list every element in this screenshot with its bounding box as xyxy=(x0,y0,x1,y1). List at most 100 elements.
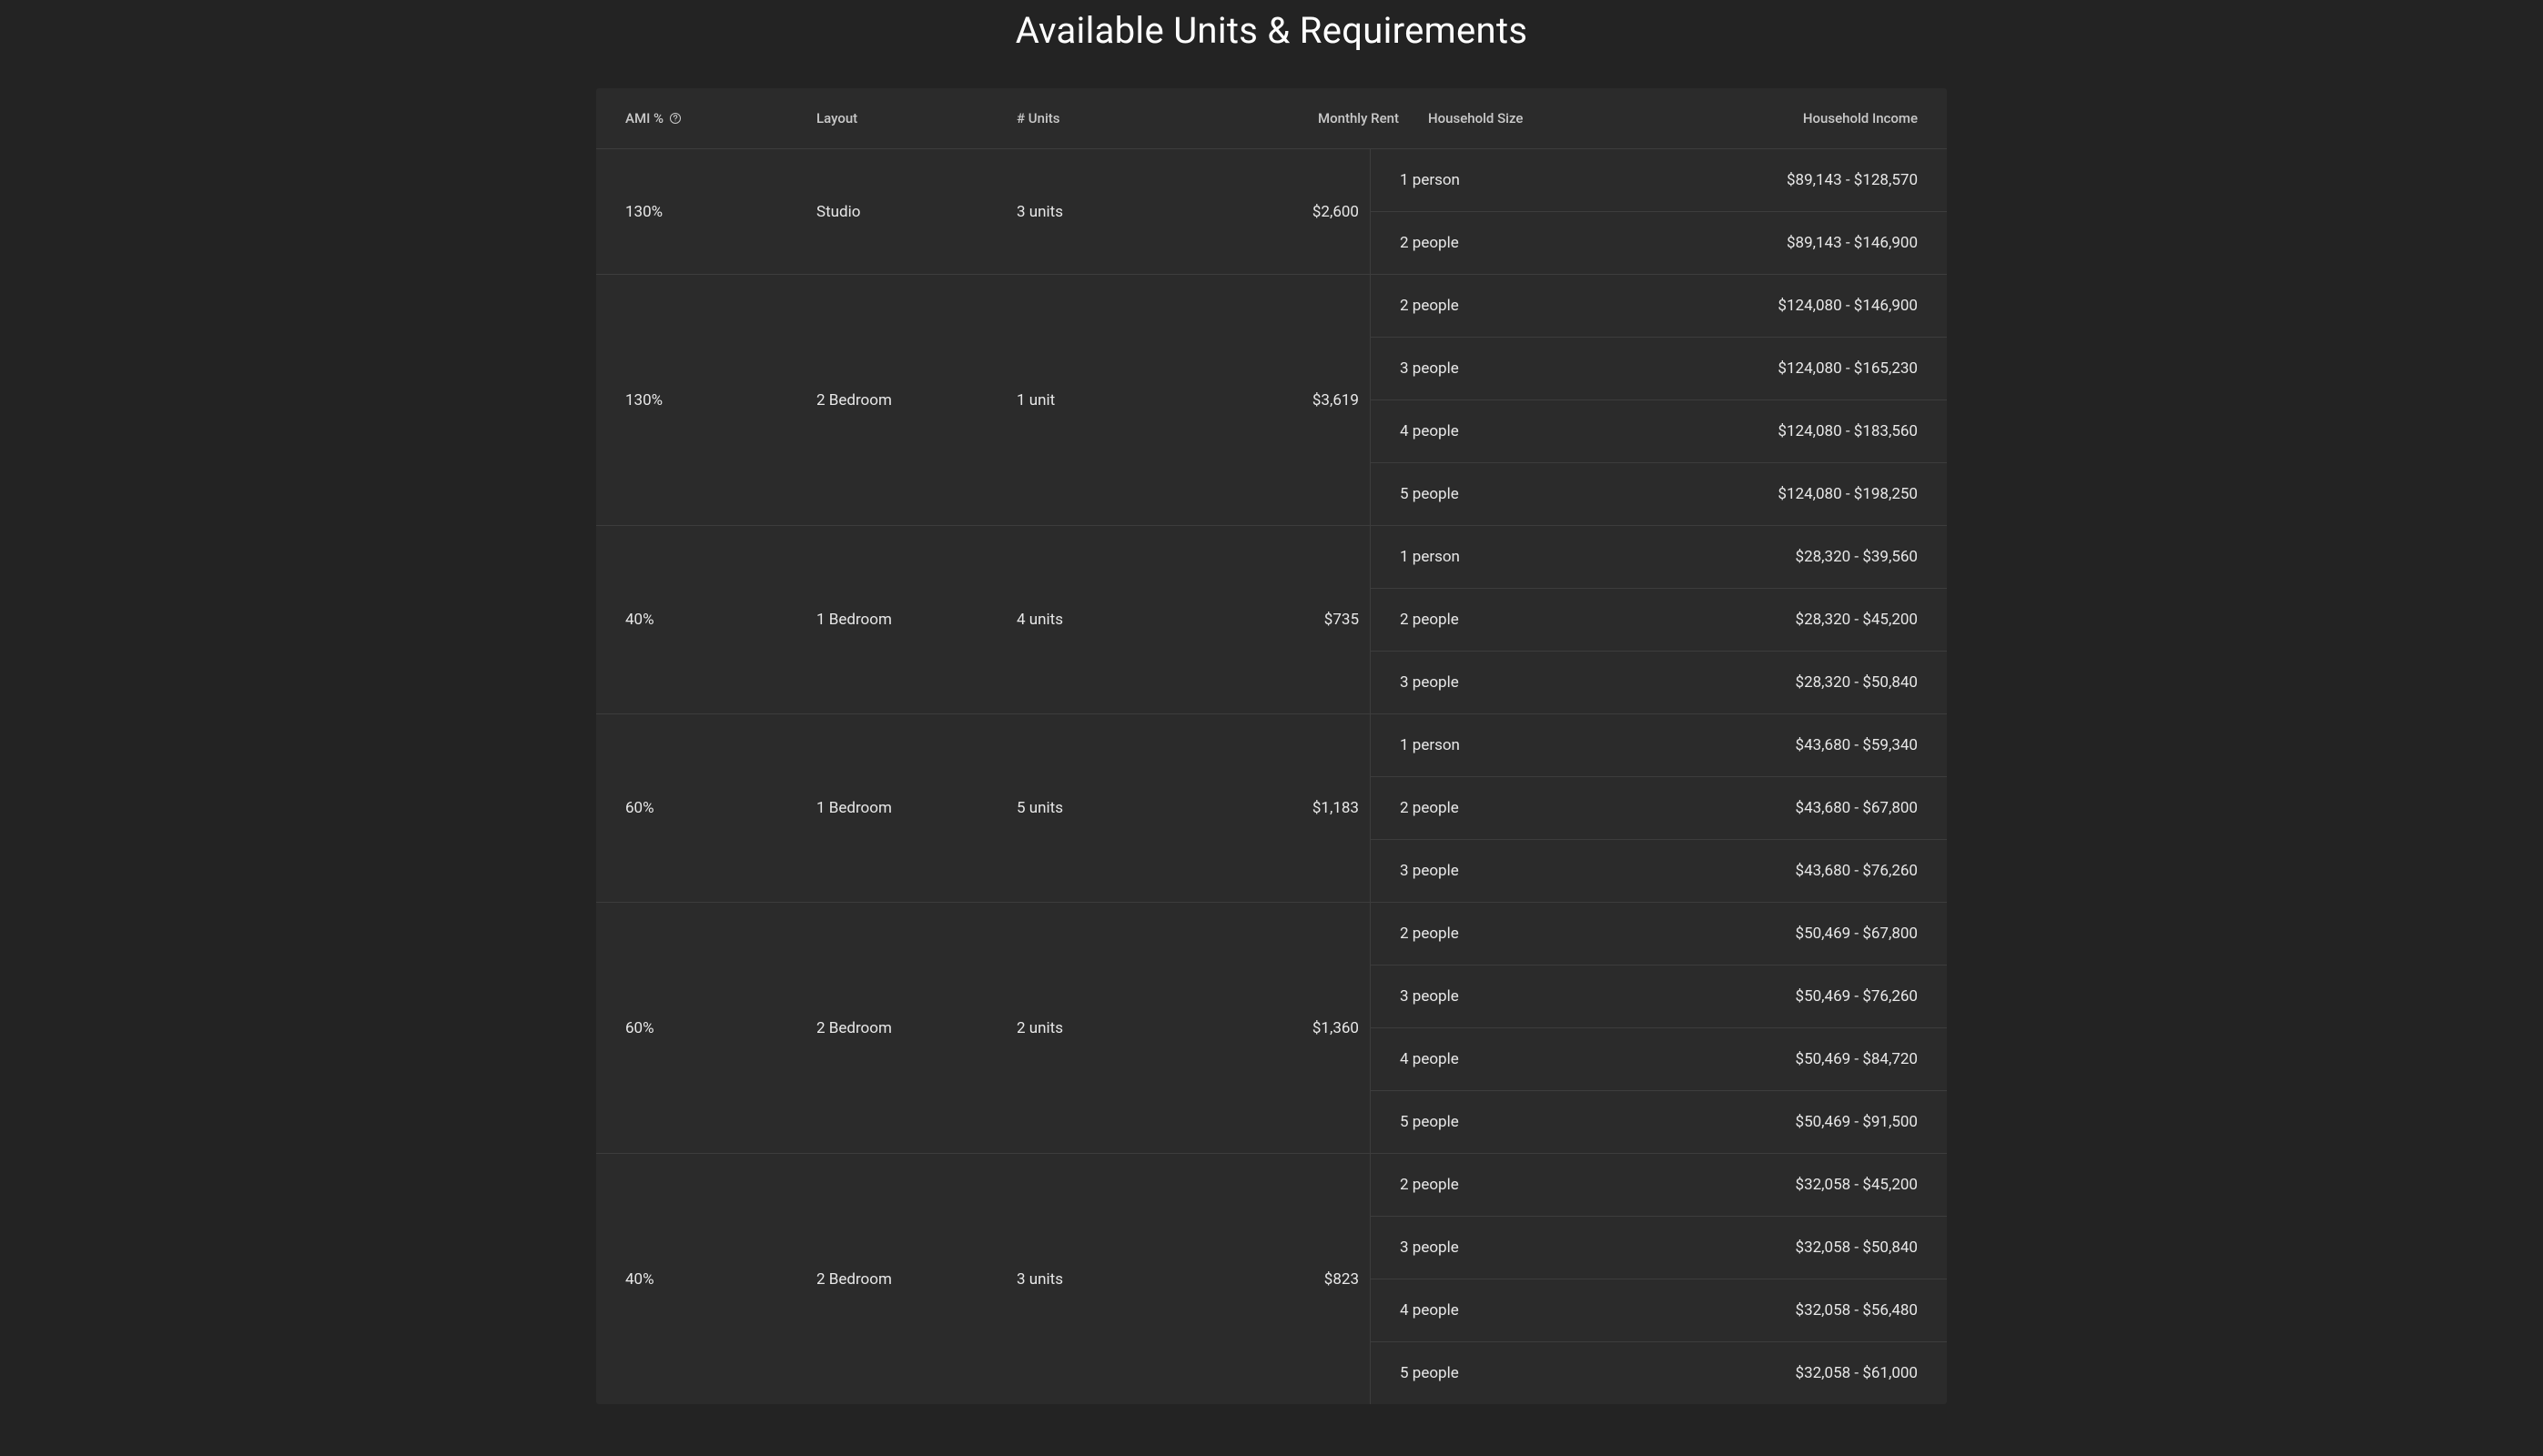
household-row: 2 people$43,680 - $67,800 xyxy=(1371,777,1947,840)
col-header-units: # Units xyxy=(1017,110,1226,126)
household-income: $50,469 - $76,260 xyxy=(1659,987,1919,1006)
household-income: $50,469 - $67,800 xyxy=(1659,925,1919,943)
table-body: 130%Studio3 units$2,6001 person$89,143 -… xyxy=(596,149,1947,1404)
household-income: $50,469 - $91,500 xyxy=(1659,1113,1919,1131)
household-row: 4 people$50,469 - $84,720 xyxy=(1371,1028,1947,1091)
cell-rent: $735 xyxy=(1197,526,1370,713)
household-size: 5 people xyxy=(1400,1364,1659,1382)
col-header-household-income: Household Income xyxy=(1673,110,1918,126)
col-header-ami-label: AMI % xyxy=(625,110,664,126)
help-icon[interactable] xyxy=(669,112,682,125)
household-income: $43,680 - $59,340 xyxy=(1659,736,1919,754)
cell-layout: 1 Bedroom xyxy=(787,714,988,902)
cell-ami: 60% xyxy=(596,903,787,1153)
household-size: 2 people xyxy=(1400,611,1659,629)
cell-rent: $1,183 xyxy=(1197,714,1370,902)
household-size: 2 people xyxy=(1400,799,1659,817)
col-header-rent: Monthly Rent xyxy=(1226,110,1399,126)
table-row: 130%Studio3 units$2,6001 person$89,143 -… xyxy=(596,149,1947,275)
cell-units: 2 units xyxy=(988,903,1197,1153)
col-header-household-size: Household Size xyxy=(1428,110,1673,126)
household-income: $28,320 - $50,840 xyxy=(1659,673,1919,692)
household-row: 3 people$32,058 - $50,840 xyxy=(1371,1217,1947,1279)
household-income: $89,143 - $128,570 xyxy=(1659,171,1919,189)
household-income: $32,058 - $61,000 xyxy=(1659,1364,1919,1382)
household-income: $124,080 - $165,230 xyxy=(1659,359,1919,378)
household-row: 1 person$89,143 - $128,570 xyxy=(1371,149,1947,212)
household-income: $124,080 - $146,900 xyxy=(1659,297,1919,315)
household-income: $32,058 - $45,200 xyxy=(1659,1176,1919,1194)
cell-units: 3 units xyxy=(988,149,1197,274)
cell-layout: Studio xyxy=(787,149,988,274)
household-income: $124,080 - $198,250 xyxy=(1659,485,1919,503)
household-row: 5 people$32,058 - $61,000 xyxy=(1371,1342,1947,1404)
cell-rent: $1,360 xyxy=(1197,903,1370,1153)
table-row: 60%1 Bedroom5 units$1,1831 person$43,680… xyxy=(596,714,1947,903)
household-row: 5 people$50,469 - $91,500 xyxy=(1371,1091,1947,1153)
household-size: 3 people xyxy=(1400,987,1659,1006)
cell-ami: 60% xyxy=(596,714,787,902)
household-size: 2 people xyxy=(1400,1176,1659,1194)
cell-ami: 130% xyxy=(596,275,787,525)
household-subtable: 2 people$32,058 - $45,2003 people$32,058… xyxy=(1370,1154,1947,1404)
cell-rent: $3,619 xyxy=(1197,275,1370,525)
household-subtable: 2 people$124,080 - $146,9003 people$124,… xyxy=(1370,275,1947,525)
household-subtable: 1 person$43,680 - $59,3402 people$43,680… xyxy=(1370,714,1947,902)
household-row: 1 person$28,320 - $39,560 xyxy=(1371,526,1947,589)
cell-layout: 2 Bedroom xyxy=(787,1154,988,1404)
household-row: 2 people$50,469 - $67,800 xyxy=(1371,903,1947,966)
household-size: 1 person xyxy=(1400,171,1659,189)
table-row: 40%2 Bedroom3 units$8232 people$32,058 -… xyxy=(596,1154,1947,1404)
household-size: 4 people xyxy=(1400,1301,1659,1320)
household-row: 2 people$124,080 - $146,900 xyxy=(1371,275,1947,338)
household-size: 5 people xyxy=(1400,1113,1659,1131)
household-row: 3 people$28,320 - $50,840 xyxy=(1371,652,1947,713)
cell-ami: 130% xyxy=(596,149,787,274)
household-row: 3 people$43,680 - $76,260 xyxy=(1371,840,1947,902)
household-size: 4 people xyxy=(1400,1050,1659,1068)
cell-layout: 1 Bedroom xyxy=(787,526,988,713)
household-row: 4 people$32,058 - $56,480 xyxy=(1371,1279,1947,1342)
household-size: 4 people xyxy=(1400,422,1659,440)
household-row: 3 people$124,080 - $165,230 xyxy=(1371,338,1947,400)
household-subtable: 2 people$50,469 - $67,8003 people$50,469… xyxy=(1370,903,1947,1153)
cell-rent: $823 xyxy=(1197,1154,1370,1404)
household-income: $43,680 - $76,260 xyxy=(1659,862,1919,880)
cell-layout: 2 Bedroom xyxy=(787,275,988,525)
household-income: $89,143 - $146,900 xyxy=(1659,234,1919,252)
table-row: 40%1 Bedroom4 units$7351 person$28,320 -… xyxy=(596,526,1947,714)
cell-units: 5 units xyxy=(988,714,1197,902)
units-table: AMI % Layout # Units Monthly Rent Househ… xyxy=(596,88,1947,1404)
household-row: 1 person$43,680 - $59,340 xyxy=(1371,714,1947,777)
household-size: 2 people xyxy=(1400,297,1659,315)
household-size: 3 people xyxy=(1400,1239,1659,1257)
household-row: 4 people$124,080 - $183,560 xyxy=(1371,400,1947,463)
cell-ami: 40% xyxy=(596,526,787,713)
household-size: 1 person xyxy=(1400,736,1659,754)
household-row: 2 people$32,058 - $45,200 xyxy=(1371,1154,1947,1217)
household-row: 5 people$124,080 - $198,250 xyxy=(1371,463,1947,525)
household-size: 5 people xyxy=(1400,485,1659,503)
household-subtable: 1 person$28,320 - $39,5602 people$28,320… xyxy=(1370,526,1947,713)
table-row: 60%2 Bedroom2 units$1,3602 people$50,469… xyxy=(596,903,1947,1154)
cell-rent: $2,600 xyxy=(1197,149,1370,274)
cell-units: 3 units xyxy=(988,1154,1197,1404)
household-size: 2 people xyxy=(1400,234,1659,252)
table-header-row: AMI % Layout # Units Monthly Rent Househ… xyxy=(596,88,1947,149)
household-size: 3 people xyxy=(1400,862,1659,880)
household-size: 3 people xyxy=(1400,359,1659,378)
col-header-ami: AMI % xyxy=(625,110,816,126)
household-row: 3 people$50,469 - $76,260 xyxy=(1371,966,1947,1028)
household-subtable: 1 person$89,143 - $128,5702 people$89,14… xyxy=(1370,149,1947,274)
household-income: $28,320 - $39,560 xyxy=(1659,548,1919,566)
household-income: $124,080 - $183,560 xyxy=(1659,422,1919,440)
cell-layout: 2 Bedroom xyxy=(787,903,988,1153)
col-header-layout: Layout xyxy=(816,110,1017,126)
household-income: $43,680 - $67,800 xyxy=(1659,799,1919,817)
household-income: $32,058 - $56,480 xyxy=(1659,1301,1919,1320)
cell-units: 1 unit xyxy=(988,275,1197,525)
household-row: 2 people$89,143 - $146,900 xyxy=(1371,212,1947,274)
household-size: 1 person xyxy=(1400,548,1659,566)
cell-ami: 40% xyxy=(596,1154,787,1404)
household-income: $28,320 - $45,200 xyxy=(1659,611,1919,629)
